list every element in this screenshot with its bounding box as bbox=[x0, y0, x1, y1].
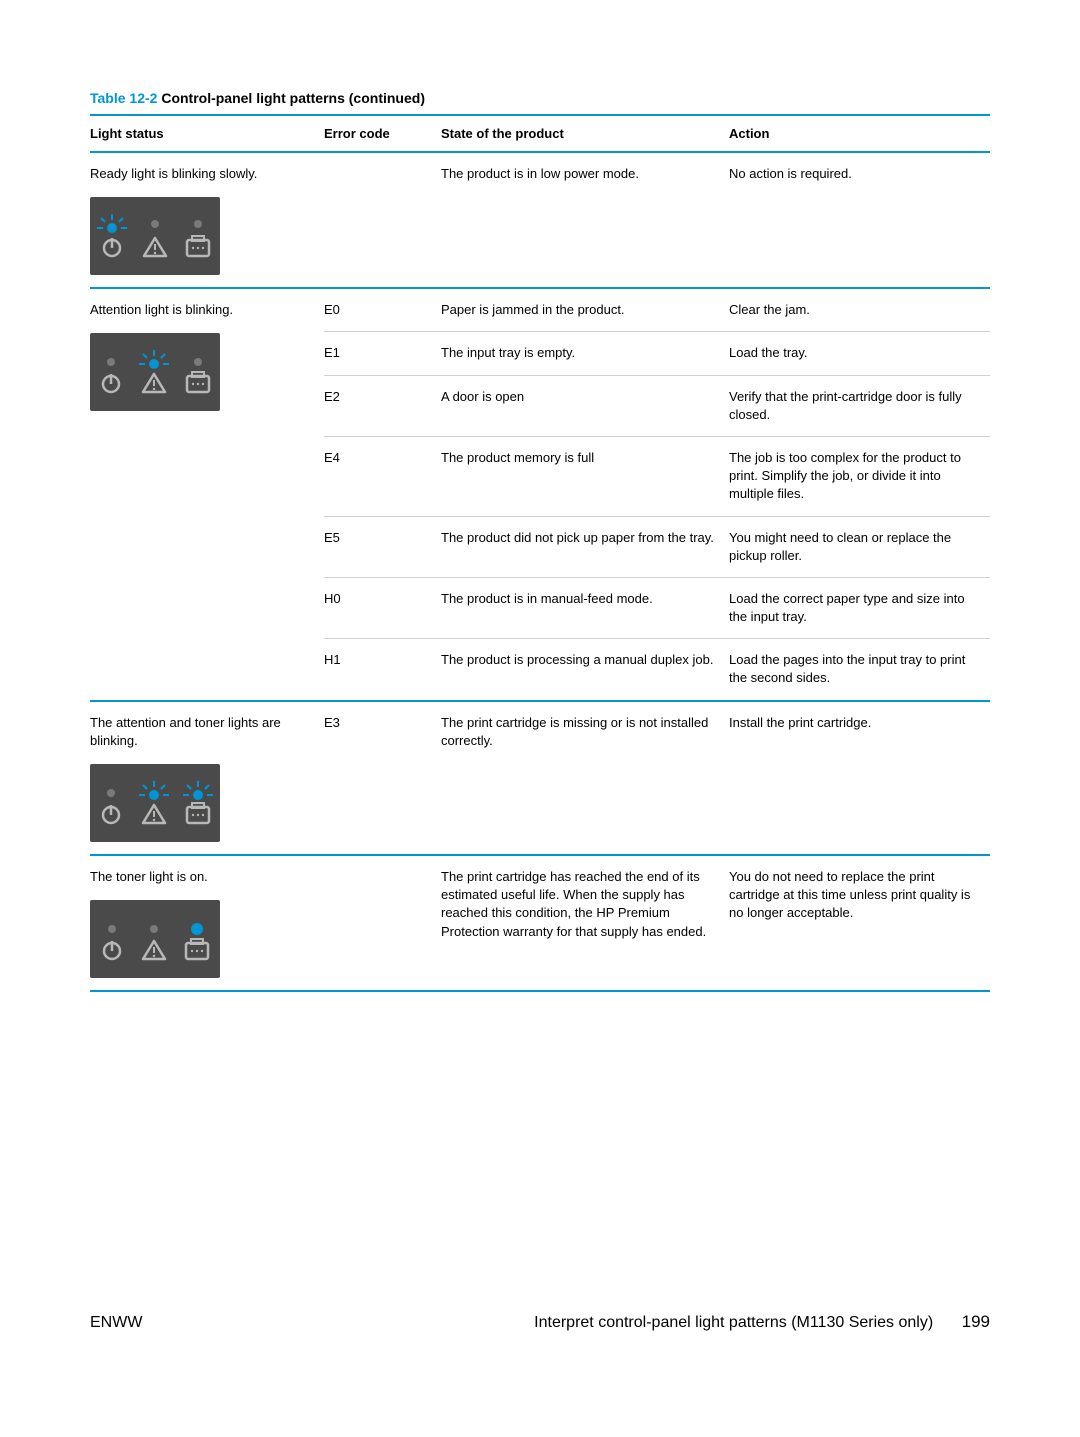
attention-light-icon bbox=[141, 214, 169, 258]
status-icon-panel bbox=[90, 333, 220, 411]
header-action: Action bbox=[729, 115, 990, 152]
cell-state: Paper is jammed in the product. bbox=[441, 288, 729, 332]
cell-state: The product did not pick up paper from t… bbox=[441, 516, 729, 577]
cell-state: The product is processing a manual duple… bbox=[441, 639, 729, 701]
cell-code: E0 bbox=[324, 288, 441, 332]
status-text: Attention light is blinking. bbox=[90, 302, 233, 317]
footer-right: Interpret control-panel light patterns (… bbox=[534, 1312, 990, 1332]
header-state: State of the product bbox=[441, 115, 729, 152]
cell-action: No action is required. bbox=[729, 152, 990, 288]
cell-code: E4 bbox=[324, 436, 441, 516]
cell-state: The print cartridge has reached the end … bbox=[441, 855, 729, 991]
cell-action: Clear the jam. bbox=[729, 288, 990, 332]
cell-state: The product is in manual-feed mode. bbox=[441, 577, 729, 638]
status-text: The attention and toner lights are blink… bbox=[90, 715, 281, 748]
cell-action: Install the print cartridge. bbox=[729, 701, 990, 855]
page-footer: ENWW Interpret control-panel light patte… bbox=[90, 1312, 990, 1332]
attention-light-icon bbox=[139, 781, 169, 825]
ready-light-icon bbox=[98, 917, 126, 961]
page-number: 199 bbox=[962, 1312, 990, 1331]
cell-code bbox=[324, 152, 441, 288]
cell-code bbox=[324, 855, 441, 991]
cell-code: H1 bbox=[324, 639, 441, 701]
table-number: Table 12-2 bbox=[90, 90, 157, 106]
cell-action: Load the tray. bbox=[729, 332, 990, 375]
table-row: Attention light is blinking. bbox=[90, 288, 990, 332]
table-row: The toner light is on. bbox=[90, 855, 990, 991]
footer-section-title: Interpret control-panel light patterns (… bbox=[534, 1314, 933, 1331]
cell-action: Load the pages into the input tray to pr… bbox=[729, 639, 990, 701]
cell-code: H0 bbox=[324, 577, 441, 638]
toner-light-icon bbox=[183, 214, 213, 258]
ready-light-icon bbox=[97, 214, 127, 258]
cell-status: The toner light is on. bbox=[90, 855, 324, 991]
light-patterns-table: Light status Error code State of the pro… bbox=[90, 114, 990, 992]
table-title: Table 12-2 Control-panel light patterns … bbox=[90, 90, 990, 106]
cell-action: Load the correct paper type and size int… bbox=[729, 577, 990, 638]
cell-code: E2 bbox=[324, 375, 441, 436]
cell-action: You might need to clean or replace the p… bbox=[729, 516, 990, 577]
cell-status: Ready light is blinking slowly. bbox=[90, 152, 324, 288]
cell-state: The input tray is empty. bbox=[441, 332, 729, 375]
cell-status: Attention light is blinking. bbox=[90, 288, 324, 700]
cell-state: The print cartridge is missing or is not… bbox=[441, 701, 729, 855]
table-caption: Control-panel light patterns (continued) bbox=[157, 90, 425, 106]
cell-state: The product memory is full bbox=[441, 436, 729, 516]
cell-code: E3 bbox=[324, 701, 441, 855]
cell-code: E5 bbox=[324, 516, 441, 577]
status-icon-panel bbox=[90, 197, 220, 275]
ready-light-icon bbox=[97, 781, 125, 825]
header-error-code: Error code bbox=[324, 115, 441, 152]
cell-action: Verify that the print-cartridge door is … bbox=[729, 375, 990, 436]
status-text: The toner light is on. bbox=[90, 869, 208, 884]
cell-code: E1 bbox=[324, 332, 441, 375]
table-row: Ready light is blinking slowly. bbox=[90, 152, 990, 288]
table-header-row: Light status Error code State of the pro… bbox=[90, 115, 990, 152]
toner-light-icon bbox=[182, 917, 212, 961]
cell-action: The job is too complex for the product t… bbox=[729, 436, 990, 516]
status-icon-panel bbox=[90, 764, 220, 842]
status-icon-panel bbox=[90, 900, 220, 978]
cell-state: A door is open bbox=[441, 375, 729, 436]
table-row: The attention and toner lights are blink… bbox=[90, 701, 990, 855]
attention-light-icon bbox=[140, 917, 168, 961]
ready-light-icon bbox=[97, 350, 125, 394]
cell-action: You do not need to replace the print car… bbox=[729, 855, 990, 991]
cell-status: The attention and toner lights are blink… bbox=[90, 701, 324, 855]
toner-light-icon bbox=[183, 781, 213, 825]
attention-light-icon bbox=[139, 350, 169, 394]
footer-left: ENWW bbox=[90, 1314, 142, 1332]
toner-light-icon bbox=[183, 350, 213, 394]
cell-state: The product is in low power mode. bbox=[441, 152, 729, 288]
status-text: Ready light is blinking slowly. bbox=[90, 166, 257, 181]
header-light-status: Light status bbox=[90, 115, 324, 152]
